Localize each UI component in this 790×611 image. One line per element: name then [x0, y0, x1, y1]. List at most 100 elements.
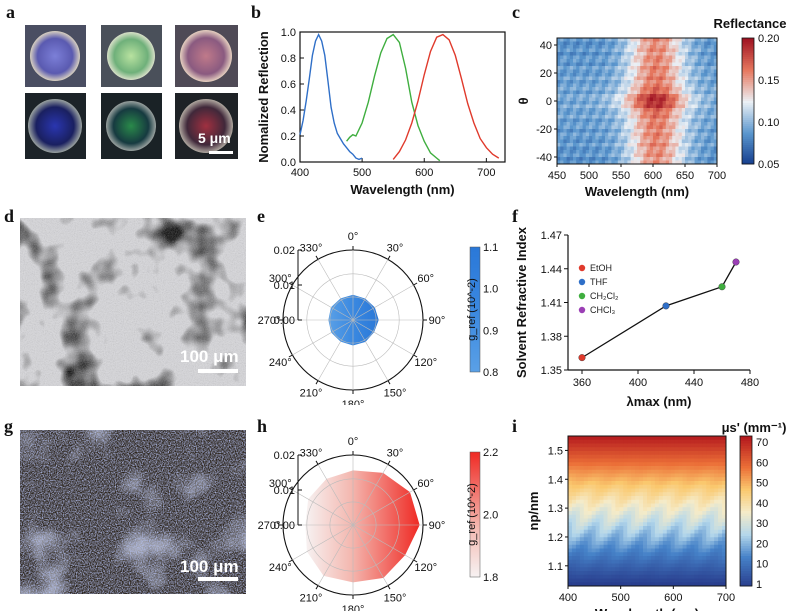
chart-c-cell [704, 118, 708, 123]
chart-i-cell [619, 469, 624, 474]
chart-c-cell [659, 87, 663, 91]
chart-c-cell [576, 87, 580, 91]
chart-c-cell [678, 111, 683, 116]
chart-c-cell [582, 80, 587, 84]
chart-c-cell [678, 90, 683, 95]
chart-i-cell [694, 447, 699, 452]
chart-i-cell [650, 454, 656, 459]
chart-i-cell [615, 556, 620, 561]
chart-c-cell [633, 59, 638, 63]
chart-c-cell [598, 62, 603, 67]
chart-c-cell [557, 150, 561, 154]
chart-c-cell [649, 122, 654, 126]
chart-c-cell [665, 146, 670, 151]
chart-i-cell [666, 466, 672, 471]
chart-i-cell [579, 559, 585, 564]
chart-i-cell [682, 488, 687, 493]
chart-c-cell [691, 160, 695, 165]
chart-i-cell [647, 563, 652, 568]
chart-i-cell [710, 496, 715, 501]
chart-c-cell [617, 66, 622, 70]
chart-i-cell [674, 469, 679, 474]
chart-c-cell [560, 69, 564, 74]
chart-c-cell [678, 153, 683, 158]
chart-c-cell [585, 132, 590, 137]
chart-i-cell [710, 466, 715, 471]
chart-c-cell [557, 97, 561, 102]
chart-c-cell [681, 66, 686, 70]
chart-i-cell [650, 529, 656, 534]
chart-c-cell [704, 122, 708, 126]
chart-c-cell [649, 76, 654, 81]
panel-label-g: g [4, 416, 13, 436]
chart-c-cell [611, 38, 615, 42]
chart-i-cell [635, 458, 640, 463]
chart-c-cell [704, 80, 708, 84]
chart-c-cell [656, 62, 660, 67]
chart-c-cell [569, 45, 574, 49]
chart-i-cell [635, 447, 640, 452]
chart-c-cell [614, 101, 619, 105]
chart-i-cell [698, 556, 703, 561]
chart-i-cell [678, 567, 683, 572]
chart-i-cell [698, 447, 703, 452]
chart-c-cell [681, 132, 686, 137]
chart-i-cell [587, 507, 593, 512]
chart-i-cell [647, 518, 652, 523]
chart-i-cell [575, 563, 581, 568]
chart-c-cell [637, 122, 641, 126]
chart-c-colorbar-step [742, 140, 754, 144]
chart-c-cell [598, 101, 603, 105]
chart-c-colorbar-tick: 0.20 [758, 33, 779, 45]
chart-i-cell [686, 548, 691, 553]
chart-c-cell [704, 115, 708, 119]
chart-c-cell [592, 48, 596, 53]
chart-i-cell [694, 574, 699, 579]
chart-c-cell [614, 129, 619, 133]
chart-c-cell [656, 104, 660, 109]
chart-e-angle-label: 180° [342, 399, 365, 405]
chart-i-cell [571, 473, 577, 478]
chart-e-angle-label: 90° [429, 315, 446, 327]
chart-i-cell [571, 529, 577, 534]
chart-i-cell [635, 477, 640, 482]
chart-i-cell [619, 484, 624, 489]
chart-c-cell [691, 132, 695, 137]
chart-i-cell [706, 529, 711, 534]
chart-i-cell [571, 567, 577, 572]
chart-c-cell [675, 115, 679, 119]
chart-c-cell [665, 157, 670, 161]
chart-i-cell [603, 439, 608, 444]
chart-i-cell [650, 443, 656, 448]
chart-i-cell [615, 514, 620, 519]
chart-i-cell [662, 439, 668, 444]
chart-c-cell [633, 160, 638, 165]
chart-i-cell [682, 477, 687, 482]
chart-i-cell [615, 511, 620, 516]
chart-c-cell [630, 94, 635, 98]
chart-i-cell [722, 507, 727, 512]
chart-c-cell [665, 101, 670, 105]
chart-i-cell [690, 578, 695, 583]
chart-c-cell [662, 143, 667, 147]
chart-i-cell [686, 466, 691, 471]
chart-c-cell [605, 55, 609, 60]
chart-i-cell [611, 526, 616, 531]
chart-c-cell [656, 76, 660, 81]
chart-i-cell [686, 571, 691, 576]
chart-c-cell [713, 45, 718, 49]
chart-i-cell [714, 462, 719, 467]
chart-c-cell [557, 118, 561, 123]
chart-i-cell [639, 462, 644, 467]
chart-c-cell [637, 160, 641, 165]
chart-c-cell [605, 129, 609, 133]
chart-i-cell [690, 451, 695, 456]
chart-i-cell [579, 522, 585, 527]
chart-i-cell [674, 511, 679, 516]
chart-i-cell [619, 537, 624, 542]
chart-i-cell [666, 439, 672, 444]
chart-c-cell [649, 104, 654, 109]
chart-c-cell [627, 101, 631, 105]
chart-c-cell [665, 108, 670, 112]
chart-c-colorbar-step [742, 153, 754, 156]
